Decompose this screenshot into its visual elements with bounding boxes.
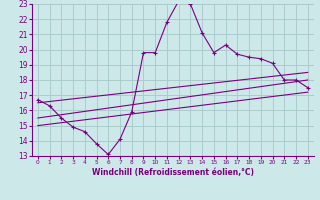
X-axis label: Windchill (Refroidissement éolien,°C): Windchill (Refroidissement éolien,°C) xyxy=(92,168,254,177)
